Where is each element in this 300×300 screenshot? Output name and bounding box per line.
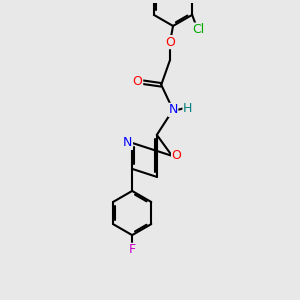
Text: N: N bbox=[123, 136, 132, 149]
Text: H: H bbox=[183, 102, 192, 115]
Text: O: O bbox=[165, 36, 175, 49]
Text: O: O bbox=[133, 75, 142, 88]
Text: N: N bbox=[168, 103, 178, 116]
Text: O: O bbox=[172, 149, 182, 162]
Text: F: F bbox=[129, 243, 136, 256]
Text: Cl: Cl bbox=[192, 23, 204, 36]
